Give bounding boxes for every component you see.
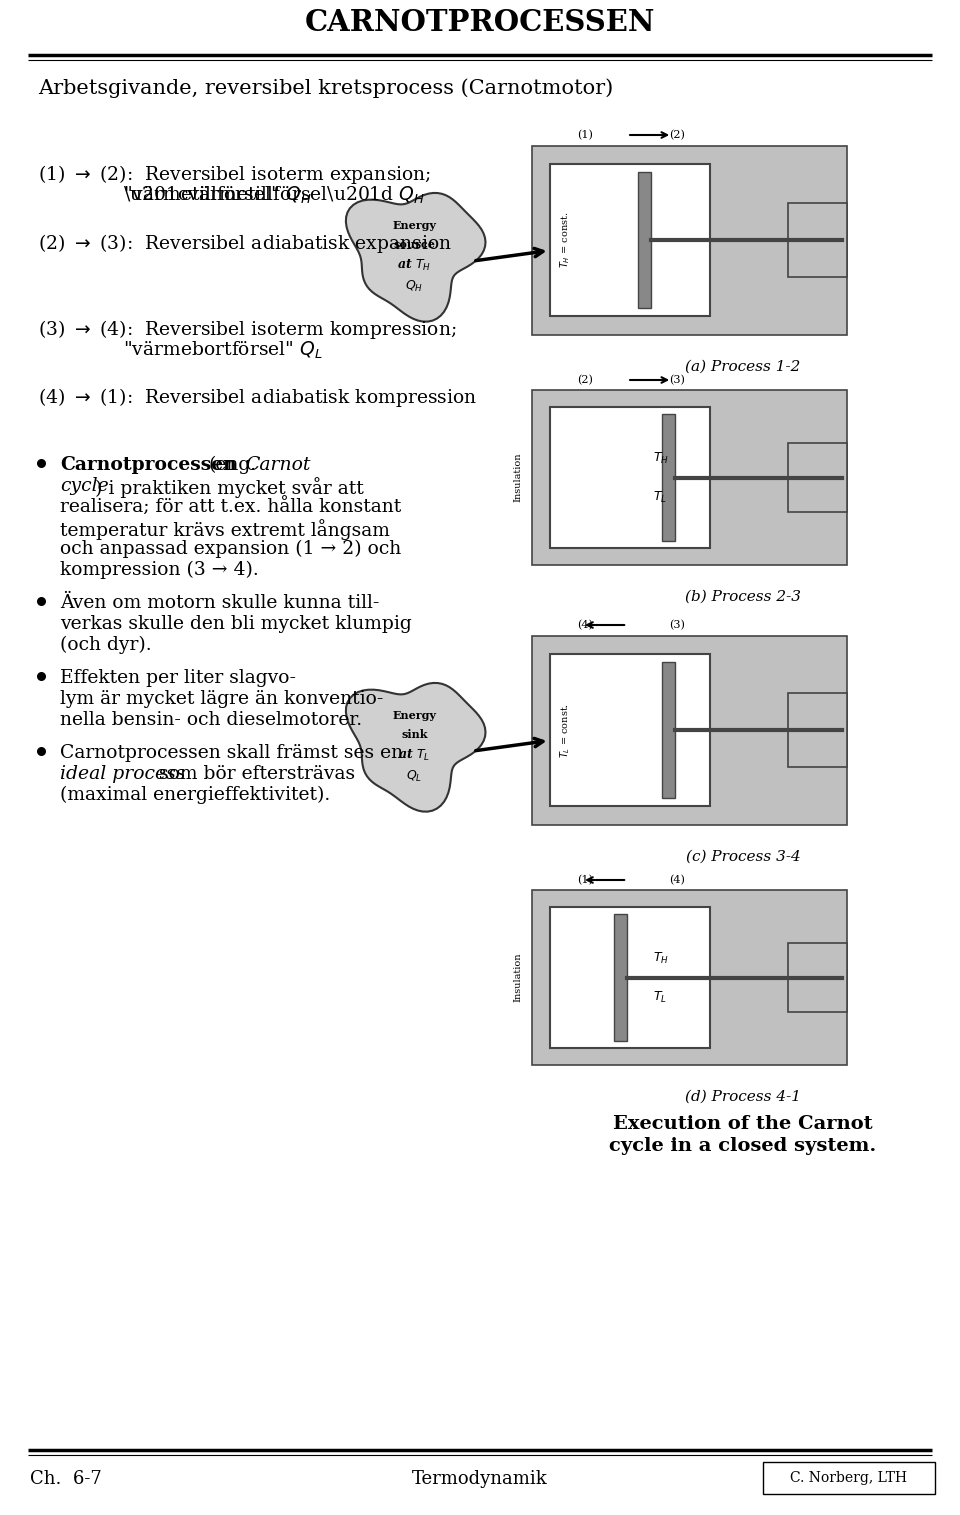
Text: (eng.: (eng. xyxy=(208,456,256,474)
Text: (maximal energieffektivitet).: (maximal energieffektivitet). xyxy=(60,786,330,804)
Text: Energy: Energy xyxy=(393,220,437,230)
Bar xyxy=(532,389,847,565)
Text: (4) $\rightarrow$ (1):  Reversibel adiabatisk kompression: (4) $\rightarrow$ (1): Reversibel adiaba… xyxy=(38,386,477,409)
Text: (och dyr).: (och dyr). xyxy=(60,636,152,654)
Bar xyxy=(613,915,627,1041)
Text: $T_L$ = const.: $T_L$ = const. xyxy=(559,703,572,758)
Polygon shape xyxy=(346,683,486,812)
Text: (2): (2) xyxy=(578,374,593,385)
Text: (4): (4) xyxy=(669,874,685,885)
Text: $T_L$: $T_L$ xyxy=(653,989,667,1004)
Bar xyxy=(662,662,675,798)
Text: $Q_H$: $Q_H$ xyxy=(405,279,423,294)
Bar xyxy=(549,907,710,1048)
Text: CARNOTPROCESSEN: CARNOTPROCESSEN xyxy=(305,8,655,36)
Text: och anpassad expansion (1 → 2) och: och anpassad expansion (1 → 2) och xyxy=(60,539,401,558)
Text: sink: sink xyxy=(401,729,428,739)
Text: ) i praktiken mycket svår att: ) i praktiken mycket svår att xyxy=(95,477,364,498)
Text: Även om motorn skulle kunna till-: Även om motorn skulle kunna till- xyxy=(60,594,379,612)
Polygon shape xyxy=(346,192,486,321)
Bar xyxy=(532,145,847,335)
Text: (2): (2) xyxy=(669,130,685,141)
Text: Effekten per liter slagvo-: Effekten per liter slagvo- xyxy=(60,670,296,686)
Text: (b) Process 2-3: (b) Process 2-3 xyxy=(685,589,801,604)
Text: at $T_H$: at $T_H$ xyxy=(397,258,432,273)
Text: (3) $\rightarrow$ (4):  Reversibel isoterm kompression;: (3) $\rightarrow$ (4): Reversibel isoter… xyxy=(38,318,457,341)
Text: "värmetillförsel" $Q_H$: "värmetillförsel" $Q_H$ xyxy=(123,185,312,206)
Text: $T_H$: $T_H$ xyxy=(653,950,669,965)
Text: Energy: Energy xyxy=(393,711,437,721)
Text: realisera; för att t.ex. hålla konstant: realisera; för att t.ex. hålla konstant xyxy=(60,498,401,517)
Text: cycle: cycle xyxy=(60,477,108,495)
Text: Carnotprocessen skall främst ses en: Carnotprocessen skall främst ses en xyxy=(60,744,403,762)
Bar xyxy=(532,889,847,1065)
Text: Insulation: Insulation xyxy=(514,453,522,503)
Text: (3): (3) xyxy=(669,374,685,385)
Text: Carnot: Carnot xyxy=(245,456,310,474)
Text: (a) Process 1-2: (a) Process 1-2 xyxy=(685,361,801,374)
Text: at $T_L$: at $T_L$ xyxy=(398,747,431,762)
Text: (4): (4) xyxy=(578,620,593,630)
Text: som bör eftersträvas: som bör eftersträvas xyxy=(153,765,355,783)
Bar xyxy=(549,654,710,806)
Text: (d) Process 4-1: (d) Process 4-1 xyxy=(685,1089,801,1104)
Text: temperatur krävs extremt långsam: temperatur krävs extremt långsam xyxy=(60,520,390,539)
Text: "värmebortförsel" $Q_L$: "värmebortförsel" $Q_L$ xyxy=(123,339,323,361)
FancyBboxPatch shape xyxy=(763,1462,935,1494)
Text: $T_L$: $T_L$ xyxy=(653,489,667,504)
Text: \u201cvärmetillförsel\u201d $Q_H$: \u201cvärmetillförsel\u201d $Q_H$ xyxy=(123,185,425,206)
Text: Carnotprocessen: Carnotprocessen xyxy=(60,456,237,474)
Text: Termodynamik: Termodynamik xyxy=(412,1470,548,1488)
Text: (1): (1) xyxy=(578,874,593,885)
Bar xyxy=(788,203,847,277)
Text: cycle in a closed system.: cycle in a closed system. xyxy=(610,1136,876,1154)
Bar xyxy=(532,635,847,824)
Bar xyxy=(549,165,710,315)
Bar xyxy=(662,414,675,541)
Text: Arbetsgivande, reversibel kretsprocess (Carnotmotor): Arbetsgivande, reversibel kretsprocess (… xyxy=(38,77,613,97)
Text: (3): (3) xyxy=(669,620,685,630)
Text: Insulation: Insulation xyxy=(514,953,522,1003)
Text: $T_H$ = const.: $T_H$ = const. xyxy=(559,212,572,268)
Text: (1) $\rightarrow$ (2):  Reversibel isoterm expansion;: (1) $\rightarrow$ (2): Reversibel isoter… xyxy=(38,164,431,186)
Bar xyxy=(788,444,847,512)
Text: nella bensin- och dieselmotorer.: nella bensin- och dieselmotorer. xyxy=(60,711,362,729)
Text: C. Norberg, LTH: C. Norberg, LTH xyxy=(790,1471,907,1485)
Text: $Q_L$: $Q_L$ xyxy=(406,768,422,783)
Text: lym är mycket lägre än konventio-: lym är mycket lägre än konventio- xyxy=(60,689,383,708)
Text: ideal process: ideal process xyxy=(60,765,185,783)
Text: source: source xyxy=(394,239,436,250)
Bar xyxy=(549,408,710,548)
Text: Execution of the Carnot: Execution of the Carnot xyxy=(613,1115,873,1133)
Text: (2) $\rightarrow$ (3):  Reversibel adiabatisk expansion: (2) $\rightarrow$ (3): Reversibel adiaba… xyxy=(38,232,452,255)
Bar xyxy=(638,173,651,308)
Text: $T_H$: $T_H$ xyxy=(653,450,669,465)
Bar xyxy=(788,944,847,1012)
Text: verkas skulle den bli mycket klumpig: verkas skulle den bli mycket klumpig xyxy=(60,615,412,633)
Bar xyxy=(788,694,847,767)
Text: Ch.  6-7: Ch. 6-7 xyxy=(30,1470,102,1488)
Text: (1): (1) xyxy=(578,130,593,141)
Text: kompression (3 → 4).: kompression (3 → 4). xyxy=(60,561,259,579)
Text: (c) Process 3-4: (c) Process 3-4 xyxy=(685,850,801,864)
